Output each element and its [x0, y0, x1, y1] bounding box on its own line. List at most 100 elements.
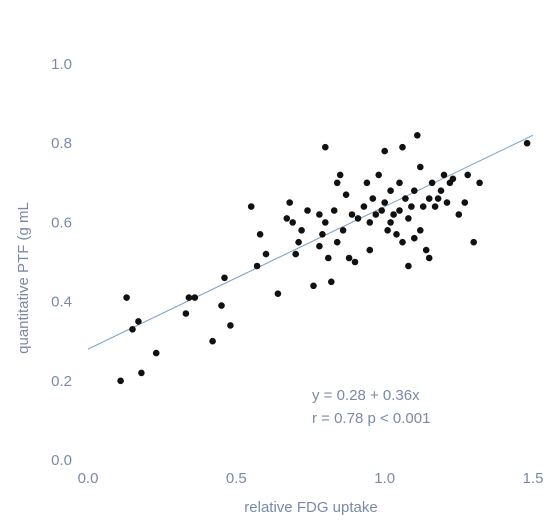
data-point	[384, 227, 391, 234]
data-point	[348, 211, 356, 218]
data-point	[328, 278, 335, 286]
regression-line-group	[87, 134, 534, 350]
data-point	[381, 199, 389, 206]
data-point	[366, 219, 374, 226]
data-point	[209, 337, 216, 345]
data-point	[117, 377, 124, 385]
data-point	[417, 163, 424, 171]
data-point	[369, 195, 377, 202]
regression-line	[87, 134, 534, 350]
data-point	[316, 242, 323, 250]
data-point	[274, 290, 282, 298]
data-point	[387, 187, 394, 194]
data-point	[339, 227, 347, 234]
data-point	[304, 207, 311, 214]
data-point	[262, 250, 270, 258]
data-point	[425, 195, 433, 202]
data-point	[428, 179, 436, 187]
data-point	[191, 294, 199, 301]
data-point	[319, 231, 326, 238]
correlation-stats: r = 0.78 p < 0.001	[312, 410, 430, 427]
data-point	[322, 143, 329, 151]
data-point	[256, 231, 264, 238]
data-point	[345, 254, 353, 262]
data-point	[399, 238, 406, 246]
data-point	[408, 203, 415, 210]
data-point	[405, 215, 412, 222]
data-point	[390, 211, 397, 218]
data-points	[117, 132, 531, 385]
data-point	[399, 143, 406, 151]
data-point	[440, 171, 448, 179]
y-tick-label: 0.6	[51, 214, 72, 231]
data-point	[333, 179, 341, 187]
data-point	[298, 227, 305, 234]
data-point	[221, 274, 228, 282]
data-point	[455, 211, 463, 218]
y-tick-label: 0.4	[51, 294, 72, 311]
data-point	[342, 191, 350, 198]
data-point	[476, 179, 483, 187]
data-point	[396, 179, 403, 187]
data-point	[378, 207, 386, 214]
data-point	[393, 231, 400, 238]
x-tick-label: 1.5	[523, 470, 544, 487]
data-point	[138, 369, 145, 377]
y-axis-title: quantitative PTF (g mL	[15, 202, 32, 354]
data-point	[411, 234, 418, 242]
data-point	[325, 254, 332, 262]
x-tick-label: 0.5	[226, 470, 247, 487]
data-point	[351, 258, 359, 266]
data-point	[135, 318, 142, 325]
data-point	[523, 139, 531, 147]
data-point	[295, 238, 302, 246]
data-point	[227, 322, 234, 329]
data-point	[292, 250, 300, 258]
data-point	[322, 219, 329, 226]
y-tick-label: 0.0	[51, 452, 72, 469]
data-point	[449, 175, 457, 183]
data-point	[360, 203, 368, 210]
data-point	[366, 246, 374, 254]
y-axis-ticks: 0.0 0.2 0.4 0.6 0.8 1.0	[51, 56, 72, 469]
data-point	[375, 171, 383, 179]
data-point	[372, 211, 380, 218]
x-tick-label: 1.0	[374, 470, 395, 487]
data-point	[363, 179, 371, 187]
data-point	[316, 211, 323, 218]
y-tick-label: 0.2	[51, 373, 72, 390]
data-point	[437, 187, 445, 194]
data-point	[218, 302, 225, 309]
data-point	[443, 199, 451, 206]
data-point	[310, 282, 317, 290]
data-point	[422, 246, 430, 254]
data-point	[402, 195, 409, 202]
data-point	[425, 254, 433, 262]
data-point	[411, 187, 418, 194]
data-point	[405, 262, 412, 270]
y-tick-label: 1.0	[51, 56, 72, 73]
data-point	[464, 171, 472, 179]
data-point	[336, 171, 344, 179]
x-axis-ticks: 0.0 0.5 1.0 1.5	[78, 470, 544, 487]
data-point	[431, 203, 439, 210]
data-point	[152, 349, 160, 357]
data-point	[185, 294, 193, 301]
y-tick-label: 0.8	[51, 135, 72, 152]
data-point	[414, 132, 421, 139]
data-point	[396, 207, 403, 214]
data-point	[283, 215, 291, 222]
x-tick-label: 0.0	[78, 470, 99, 487]
x-axis-title: relative FDG uptake	[244, 499, 377, 516]
data-point	[461, 199, 469, 206]
data-point	[330, 207, 338, 214]
data-point	[182, 310, 190, 317]
data-point	[247, 203, 255, 210]
data-point	[286, 199, 294, 206]
data-point	[434, 195, 442, 202]
data-point	[417, 227, 424, 234]
data-point	[289, 219, 297, 226]
data-point	[419, 203, 427, 210]
data-point	[387, 219, 394, 226]
